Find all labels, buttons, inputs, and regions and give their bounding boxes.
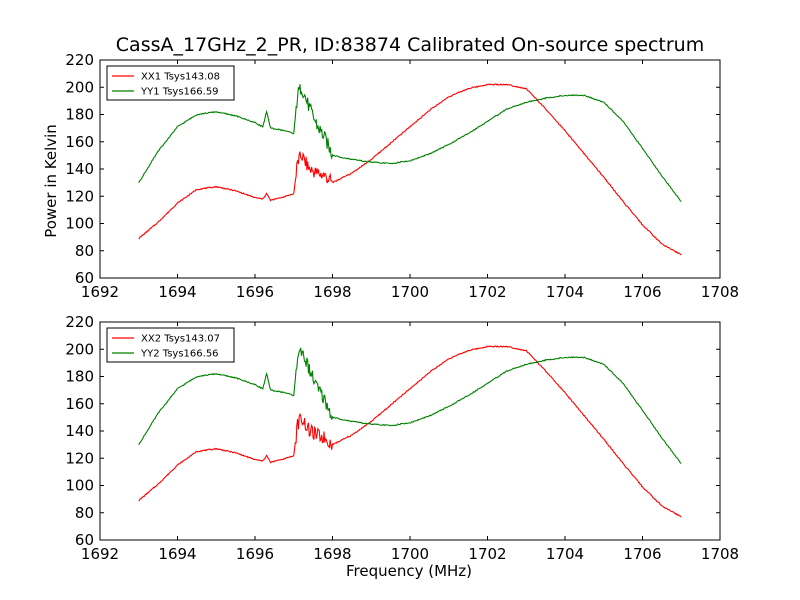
x-tick-label: 1700	[391, 545, 429, 563]
x-tick-label: 1698	[313, 545, 351, 563]
y-tick-label: 200	[65, 340, 94, 358]
y-tick-label: 100	[65, 215, 94, 233]
y-tick-label: 160	[65, 133, 94, 151]
legend-label: XX1 Tsys143.08	[141, 72, 220, 83]
series-line-0	[138, 83, 682, 256]
legend-label: XX2 Tsys143.07	[141, 334, 220, 345]
x-tick-label: 1708	[701, 283, 739, 301]
bottom-plot-panel: 1692 1694 1696 1698 1700 1702 1704 1706 1708 60 80…	[65, 313, 739, 563]
x-tick-label: 1704	[546, 283, 584, 301]
top-plot-panel: 1692 1694 1696 1698 1700 1702 1704 1706 1708 60 80…	[65, 51, 739, 301]
y-tick-label: 180	[65, 106, 94, 124]
series-line-1	[138, 347, 682, 464]
chart-title: CassA_17GHz_2_PR, ID:83874 Calibrated On…	[115, 34, 705, 56]
x-tick-label: 1692	[81, 545, 119, 563]
legend-label: YY2 Tsys166.56	[140, 349, 219, 360]
y-tick-label: 140	[65, 160, 94, 178]
x-tick-label: 1702	[468, 283, 506, 301]
legend-label: YY1 Tsys166.59	[140, 87, 219, 98]
x-tick-label: 1692	[81, 283, 119, 301]
x-tick-label: 1694	[158, 283, 196, 301]
y-tick-label: 200	[65, 78, 94, 96]
series-line-0	[138, 345, 682, 518]
y-tick-label: 80	[75, 242, 94, 260]
x-tick-label: 1700	[391, 283, 429, 301]
y-tick-label: 100	[65, 477, 94, 495]
series-line-1	[138, 84, 682, 202]
x-tick-label: 1698	[313, 283, 351, 301]
x-tick-label: 1706	[623, 545, 661, 563]
x-tick-label: 1706	[623, 283, 661, 301]
y-tick-label: 140	[65, 422, 94, 440]
x-tick-label: 1694	[158, 545, 196, 563]
x-tick-label: 1696	[236, 283, 274, 301]
y-tick-label: 120	[65, 187, 94, 205]
legend-box	[106, 327, 235, 363]
x-tick-label: 1696	[236, 545, 274, 563]
x-tick-label: 1702	[468, 545, 506, 563]
x-tick-label: 1704	[546, 545, 584, 563]
y-tick-label: 120	[65, 449, 94, 467]
y-tick-label: 220	[65, 51, 94, 69]
x-axis-label-bottom: Frequency (MHz)	[345, 562, 473, 580]
y-tick-label: 80	[75, 504, 94, 522]
y-tick-label: 220	[65, 313, 94, 331]
y-tick-label: 60	[75, 269, 94, 287]
y-tick-label: 60	[75, 531, 94, 549]
x-tick-label: 1708	[701, 545, 739, 563]
y-tick-label: 180	[65, 368, 94, 386]
y-tick-label: 160	[65, 395, 94, 413]
legend-box	[106, 65, 235, 101]
